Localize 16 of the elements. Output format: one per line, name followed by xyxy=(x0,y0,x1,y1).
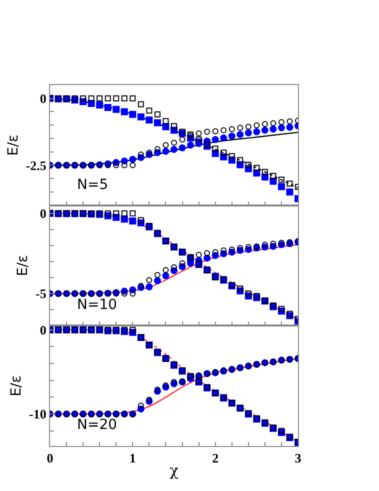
y-tick-label: -2.5 xyxy=(26,158,47,173)
y-tick-label: 0 xyxy=(40,90,46,106)
y-axis-title: E/ε xyxy=(15,254,32,276)
x-tick-label: 1 xyxy=(129,450,136,466)
y-axis-title: E/ε xyxy=(8,375,25,396)
y-tick-label: -5 xyxy=(36,286,47,302)
y-tick-label: 0 xyxy=(40,322,46,338)
x-axis-title: χ xyxy=(169,462,179,480)
x-tick-label: 2 xyxy=(212,450,219,466)
annotation: N=20 xyxy=(77,417,118,433)
y-tick-label: 0 xyxy=(40,206,46,221)
annotation: N=5 xyxy=(77,177,108,193)
x-tick-label: 3 xyxy=(294,450,302,466)
y-tick-label: -10 xyxy=(29,406,46,422)
annotation: N=10 xyxy=(77,297,118,313)
y-axis-title: E/ε xyxy=(5,134,22,156)
